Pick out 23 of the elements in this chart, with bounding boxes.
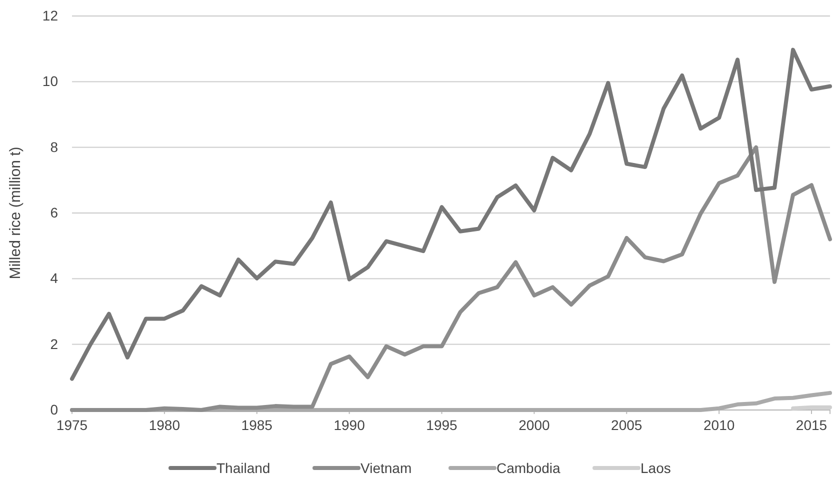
y-axis-title: Milled rice (million t) <box>7 146 24 280</box>
x-tick-label: 2000 <box>518 416 550 433</box>
y-tick-label: 6 <box>50 204 58 220</box>
x-tick-label: 1975 <box>56 416 88 433</box>
line-series <box>70 48 832 381</box>
legend-label: Cambodia <box>496 460 561 476</box>
legend-label: Thailand <box>216 460 270 476</box>
line-series <box>70 145 832 412</box>
legend-label: Vietnam <box>360 460 412 476</box>
x-tick-label: 2005 <box>611 416 642 433</box>
y-tick-label: 8 <box>50 138 58 155</box>
y-tick-label: 12 <box>42 7 58 24</box>
y-tick-label: 2 <box>50 336 58 352</box>
y-tick-label: 4 <box>50 270 58 286</box>
x-tick-label: 1985 <box>241 416 273 433</box>
x-tick-label: 2010 <box>703 416 735 433</box>
y-tick-label: 0 <box>50 401 58 418</box>
x-tick-label: 1995 <box>426 416 458 433</box>
x-tick-label: 1980 <box>148 416 180 433</box>
y-tick-label: 10 <box>42 73 58 90</box>
x-tick-label: 2015 <box>796 416 828 433</box>
legend-label: Laos <box>640 460 671 476</box>
x-tick-label: 1990 <box>334 416 366 433</box>
